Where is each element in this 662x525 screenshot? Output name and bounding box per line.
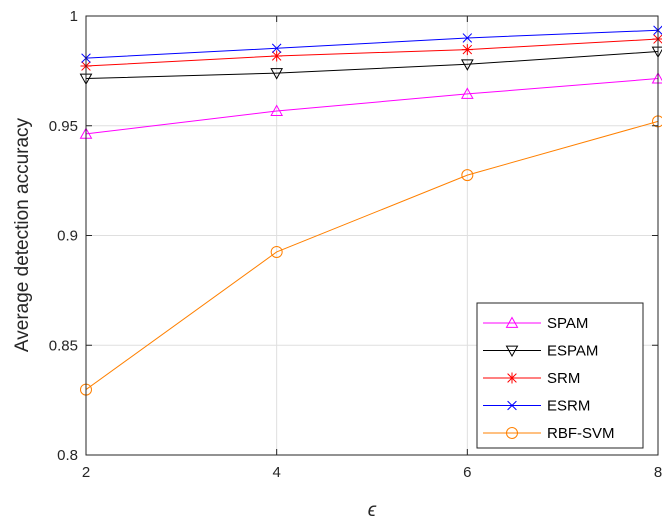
legend-label: SPAM [547,315,588,332]
y-tick-label: 0.95 [49,118,78,135]
legend-item-srm: SRM [483,370,580,387]
legend-marker [505,316,519,328]
y-tick-label: 0.8 [57,447,78,464]
legend-label: SRM [547,370,580,387]
legend-marker [506,427,518,439]
legend-marker [505,345,519,358]
axis-ticks: 2 4 6 8 0.8 0.85 0.9 0.95 1 [49,8,662,481]
series-line [85,78,659,135]
data-point [270,245,283,258]
x-tick-label: 6 [463,464,471,481]
series-group [79,25,662,396]
y-tick-label: 1 [70,8,78,25]
x-tick-label: 4 [272,464,280,481]
legend-box [476,302,644,449]
series-line [85,38,659,67]
legend-item-spam: SPAM [483,315,588,332]
x-tick-label: 2 [82,464,90,481]
data-point [461,44,473,56]
legend: SPAM ESPAM SRM ESRM RBF-SVM [476,302,644,449]
data-point [462,33,473,43]
series-line [85,29,659,59]
data-point [461,169,474,182]
legend-item-espam: ESPAM [483,343,598,360]
legend-label: RBF-SVM [547,425,615,442]
y-axis-title: Average detection accuracy [12,117,33,352]
legend-label: ESRM [547,398,590,415]
data-point [270,68,284,80]
series-line [85,120,659,390]
data-point [271,50,283,62]
legend-marker [507,400,517,411]
series-esrm [81,25,662,63]
y-tick-label: 0.85 [49,337,78,354]
series-line [85,51,659,80]
legend-item-esrm: ESRM [483,398,590,415]
data-point [270,104,284,116]
data-point [271,43,282,54]
data-point [460,59,474,71]
x-tick-label: 8 [654,464,662,481]
data-point [460,87,474,99]
legend-item-rbf-svm: RBF-SVM [483,425,615,442]
legend-marker [506,372,518,384]
y-tick-label: 0.9 [57,228,78,245]
legend-label: ESPAM [547,343,598,360]
x-axis-title: ϵ [368,500,377,521]
